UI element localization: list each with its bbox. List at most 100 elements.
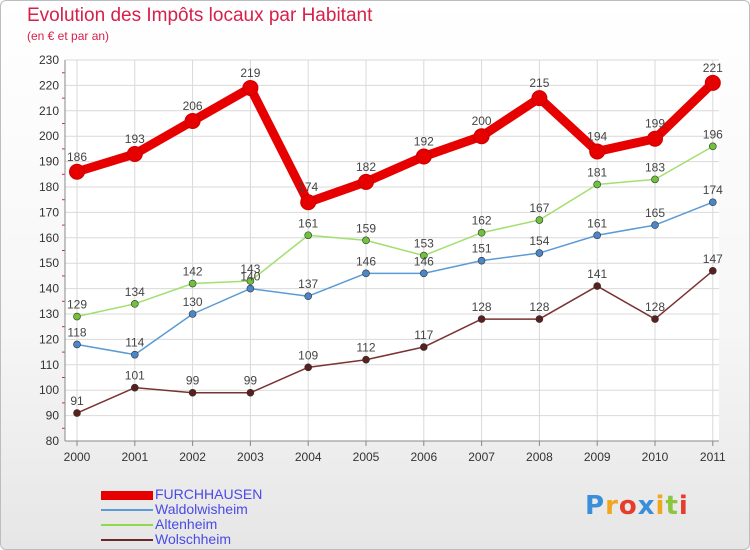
x-tick-label: 2005	[353, 450, 380, 464]
legend-swatch	[101, 524, 153, 526]
y-tick-label: 180	[39, 180, 59, 194]
y-tick-label: 150	[39, 256, 59, 270]
y-tick-label: 80	[46, 434, 60, 448]
series-layer	[69, 74, 721, 417]
y-tick-label: 230	[39, 53, 59, 67]
logo-letter: r	[605, 491, 619, 521]
data-point	[362, 355, 370, 364]
data-label: 99	[186, 374, 200, 388]
data-point	[473, 128, 490, 145]
data-point	[708, 142, 717, 151]
data-point	[184, 112, 201, 129]
data-point	[73, 409, 81, 417]
data-label: 147	[703, 252, 723, 266]
data-point	[126, 145, 143, 162]
x-tick-label: 2004	[295, 450, 322, 464]
data-point	[73, 312, 81, 321]
chart-subtitle: (en € et par an)	[27, 29, 110, 43]
data-point	[362, 269, 370, 278]
data-label: 161	[587, 216, 607, 230]
data-point	[593, 180, 602, 189]
data-label: 128	[529, 300, 549, 314]
data-label: 161	[298, 216, 318, 230]
data-point	[304, 292, 313, 301]
data-label: 165	[645, 206, 665, 220]
legend-swatch	[101, 490, 153, 500]
data-point	[362, 236, 370, 245]
data-label: 174	[298, 180, 318, 194]
data-label: 134	[125, 285, 145, 299]
data-label: 154	[529, 234, 549, 248]
axes: 8090100110120130140150160170180190200210…	[39, 53, 726, 464]
data-point	[419, 251, 428, 260]
legend-swatch	[101, 539, 153, 541]
data-point	[651, 221, 659, 229]
logo-letter: P	[585, 491, 606, 521]
data-label: 199	[645, 117, 665, 131]
data-point	[647, 130, 663, 147]
data-label: 114	[125, 336, 144, 350]
data-label: 162	[472, 214, 492, 228]
x-tick-label: 2009	[584, 450, 611, 464]
data-label: 200	[472, 114, 492, 128]
series-line-altenheim	[76, 145, 714, 318]
data-point	[535, 249, 544, 257]
data-label: 137	[298, 277, 318, 291]
x-tick-label: 2000	[64, 450, 91, 464]
data-label: 221	[703, 61, 723, 75]
data-point	[704, 74, 721, 91]
data-point	[651, 175, 659, 184]
data-point	[535, 216, 544, 224]
data-point	[304, 363, 313, 372]
logo-letter: i	[678, 491, 689, 521]
y-tick-label: 210	[39, 104, 59, 118]
y-tick-label: 200	[39, 129, 59, 143]
y-tick-label: 170	[39, 205, 59, 219]
legend-label: Wolschheim	[155, 531, 231, 547]
y-tick-label: 160	[39, 231, 59, 245]
data-label: 174	[703, 183, 723, 197]
data-label: 159	[356, 221, 376, 235]
data-label: 167	[529, 201, 549, 215]
data-point	[188, 279, 197, 288]
data-point	[477, 228, 486, 237]
data-label: 182	[356, 160, 376, 174]
logo-letter: t	[665, 491, 679, 521]
data-label: 143	[240, 262, 260, 276]
grid-lines	[65, 59, 719, 442]
series-line-waldolwisheim	[76, 201, 714, 356]
data-point	[188, 310, 197, 318]
data-point	[419, 269, 428, 278]
y-tick-label: 140	[39, 282, 59, 296]
data-label: 183	[645, 160, 665, 174]
data-point	[246, 388, 255, 397]
data-point	[477, 256, 486, 265]
data-label: 109	[298, 348, 318, 362]
x-tick-label: 2007	[468, 450, 495, 464]
data-label: 181	[587, 165, 607, 179]
proxiti-logo: Proxiti	[585, 491, 689, 521]
data-point	[188, 388, 197, 397]
data-label: 129	[67, 298, 87, 312]
series-line-furchhausen	[72, 78, 718, 207]
data-point	[589, 143, 606, 160]
data-label: 219	[240, 66, 260, 80]
data-point	[593, 231, 602, 240]
x-tick-label: 2011	[700, 450, 726, 464]
data-label: 146	[414, 254, 434, 268]
data-point	[242, 79, 259, 96]
data-label: 91	[70, 394, 84, 408]
data-point	[531, 90, 548, 107]
data-label: 196	[703, 127, 723, 141]
data-point	[419, 343, 428, 351]
data-label: 117	[414, 328, 433, 342]
legend-label: Altenheim	[155, 516, 218, 532]
data-point	[246, 277, 255, 285]
data-point	[246, 284, 255, 293]
data-point	[131, 350, 139, 359]
data-label: 192	[414, 135, 434, 149]
logo-letter: x	[637, 491, 656, 521]
data-point	[535, 315, 544, 323]
